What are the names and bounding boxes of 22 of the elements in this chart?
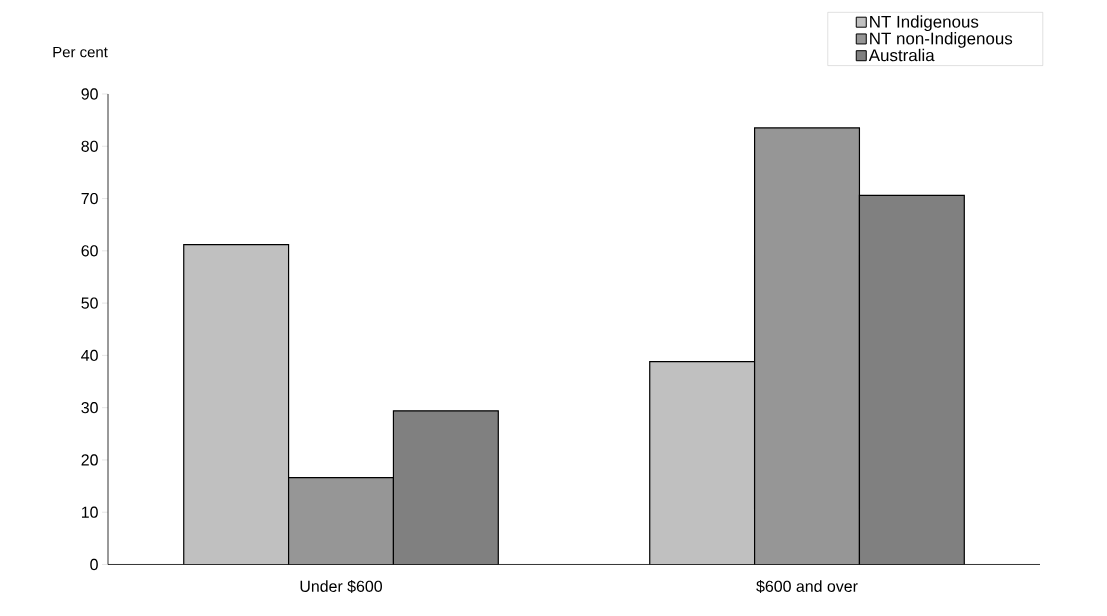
y-tick-label: 10 xyxy=(81,506,98,518)
y-tick-label: 80 xyxy=(81,140,98,152)
x-tick-label: $600 and over xyxy=(756,580,858,593)
bar xyxy=(393,410,499,565)
y-tick-label: 0 xyxy=(90,558,98,571)
bar xyxy=(649,361,756,565)
bar xyxy=(753,127,861,565)
x-tick-label: Under $600 xyxy=(300,580,382,593)
y-axis-title: Per cent xyxy=(53,46,108,58)
bar xyxy=(858,194,965,565)
bar xyxy=(288,477,394,565)
y-tick-label: 70 xyxy=(81,192,98,205)
y-tick-label: 50 xyxy=(81,297,98,309)
y-tick-label: 60 xyxy=(81,245,98,257)
legend-label: Australia xyxy=(868,48,935,62)
legend-label: NT non-Indigenous xyxy=(870,32,1013,48)
y-tick-label: 40 xyxy=(81,349,98,362)
y-tick-label: 20 xyxy=(81,454,98,466)
y-tick-label: 30 xyxy=(81,402,98,414)
legend-label: NT Indigenous xyxy=(870,15,979,32)
bar xyxy=(183,244,289,565)
y-tick-label: 90 xyxy=(81,88,98,100)
